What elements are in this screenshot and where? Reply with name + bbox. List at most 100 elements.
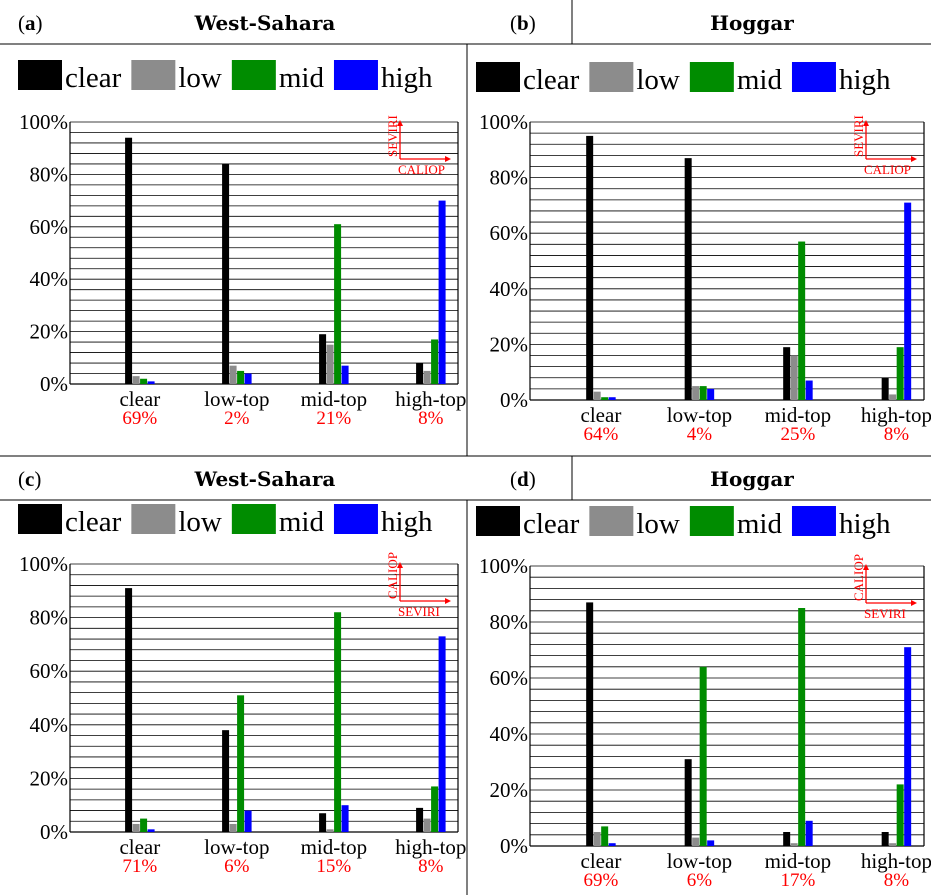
bar-high-low-top — [244, 810, 252, 832]
x-tick-label: low-top — [204, 835, 269, 859]
legend-swatch-clear — [476, 506, 520, 536]
panel-label-d: (d) — [510, 467, 536, 491]
bar-low-high-top — [423, 370, 431, 384]
bar-clear-high-top — [881, 377, 889, 400]
legend-label-high: high — [839, 64, 891, 96]
legend-label-clear: clear — [523, 508, 580, 540]
bar-low-mid-top — [326, 344, 334, 384]
bar-high-low-top — [244, 373, 252, 384]
y-tick-label: 40% — [30, 267, 69, 291]
bar-mid-high-top — [431, 786, 439, 832]
x-tick-label: low-top — [204, 387, 269, 411]
legend-label-mid: mid — [737, 508, 783, 540]
x-tick-label: mid-top — [301, 835, 368, 859]
category-share-label: 6% — [687, 870, 713, 891]
legend-swatch-clear — [18, 504, 62, 534]
category-share-label: 21% — [316, 408, 351, 429]
x-tick-label: high-top — [861, 403, 931, 427]
category-share-label: 4% — [687, 424, 713, 445]
bar-high-mid-top — [805, 380, 813, 400]
bar-mid-clear — [140, 818, 148, 832]
y-tick-label: 60% — [30, 659, 69, 683]
bar-mid-mid-top — [334, 224, 342, 384]
x-tick-label: mid-top — [765, 849, 832, 873]
category-share-label: 64% — [584, 424, 619, 445]
bar-high-high-top — [904, 647, 912, 846]
bar-mid-mid-top — [798, 241, 806, 400]
category-share-label: 6% — [224, 856, 250, 877]
panel-c: (c) West-Sahara clear low mid high 0% 20% 40%… — [18, 467, 466, 877]
category-share-label: 8% — [418, 408, 444, 429]
y-tick-label: 20% — [490, 332, 529, 356]
category-share-label: 69% — [584, 870, 619, 891]
bar-high-mid-top — [341, 805, 349, 832]
bar-high-low-top — [707, 840, 715, 846]
bar-clear-mid-top — [319, 813, 327, 832]
inset-vertical-label: SEVIRI — [851, 115, 866, 157]
legend-label-high: high — [381, 506, 433, 538]
category-share-label: 8% — [418, 856, 444, 877]
inset-horizontal-label: SEVIRI — [398, 604, 440, 619]
panel-title-b: Hoggar — [710, 11, 794, 35]
y-tick-label: 40% — [30, 713, 69, 737]
x-tick-label: clear — [119, 835, 160, 859]
bar-low-mid-top — [790, 843, 798, 846]
bar-low-low-top — [229, 365, 237, 384]
panel-d: (d) Hoggar clear low mid high 0% 20% 40% 60% 80… — [476, 467, 931, 891]
bar-high-high-top — [438, 200, 446, 384]
bar-high-clear — [147, 829, 155, 832]
panel-label-a: (a) — [18, 11, 43, 35]
y-tick-label: 20% — [30, 766, 69, 790]
bar-clear-high-top — [416, 363, 424, 384]
bar-clear-low-top — [222, 163, 230, 384]
inset-axes: SEVIRI CALIOP — [385, 115, 451, 177]
legend-label-clear: clear — [65, 506, 122, 538]
bar-low-clear — [593, 391, 601, 400]
legend-swatch-clear — [18, 60, 62, 90]
bar-mid-mid-top — [334, 612, 342, 832]
bar-mid-low-top — [699, 666, 707, 846]
category-share-label: 8% — [884, 424, 910, 445]
legend-a: clear low mid high — [18, 60, 433, 94]
y-tick-label: 100% — [19, 110, 68, 134]
x-tick-label: mid-top — [301, 387, 368, 411]
y-tick-label: 100% — [479, 110, 528, 134]
bar-clear-clear — [586, 602, 594, 846]
bar-high-high-top — [438, 636, 446, 832]
bar-clear-clear — [586, 135, 594, 400]
bar-clear-mid-top — [319, 334, 327, 384]
bar-low-high-top — [889, 394, 897, 400]
bar-clear-clear — [125, 588, 133, 832]
category-share-label: 8% — [884, 870, 910, 891]
y-tick-label: 0% — [40, 820, 68, 844]
panel-title-d: Hoggar — [710, 467, 794, 491]
bar-clear-low-top — [684, 759, 692, 846]
legend-label-mid: mid — [279, 62, 325, 94]
legend-swatch-clear — [476, 62, 520, 92]
bar-mid-low-top — [699, 386, 707, 400]
bar-clear-low-top — [222, 730, 230, 832]
bar-high-mid-top — [805, 820, 813, 846]
inset-horizontal-label: CALIOP — [864, 162, 911, 177]
legend-label-clear: clear — [65, 62, 122, 94]
legend-swatch-high — [333, 60, 378, 90]
bar-mid-high-top — [896, 347, 904, 400]
bar-low-high-top — [423, 818, 431, 832]
bar-mid-high-top — [896, 784, 904, 846]
bar-low-clear — [132, 376, 140, 384]
legend-swatch-mid — [231, 60, 276, 90]
legend-swatch-mid — [231, 504, 276, 534]
bar-mid-mid-top — [798, 608, 806, 846]
legend-label-mid: mid — [279, 506, 325, 538]
legend-b: clear low mid high — [476, 62, 891, 96]
legend-label-low: low — [178, 62, 222, 94]
bar-low-low-top — [229, 823, 237, 832]
bar-clear-mid-top — [783, 347, 791, 400]
legend-label-high: high — [839, 508, 891, 540]
legend-label-low: low — [178, 506, 222, 538]
legend-swatch-low — [589, 62, 634, 92]
category-share-label: 71% — [122, 856, 157, 877]
